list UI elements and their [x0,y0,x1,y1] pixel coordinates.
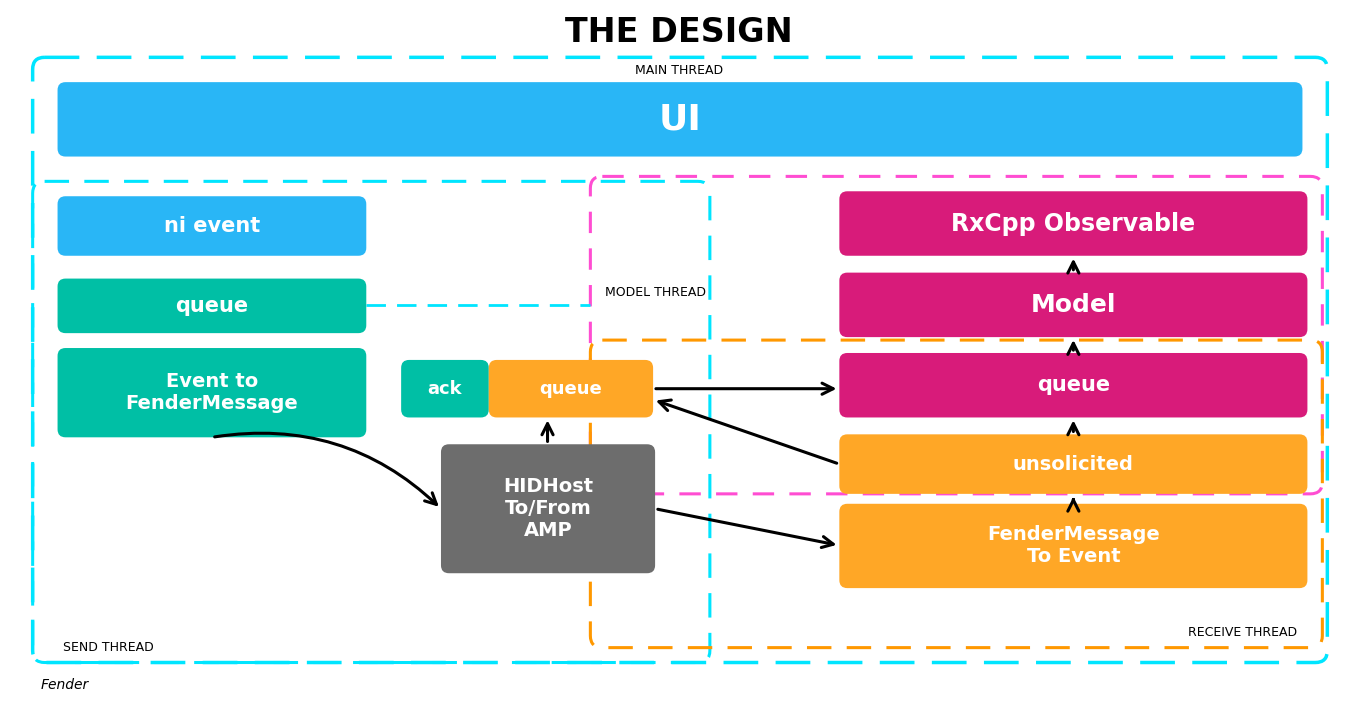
Text: queue: queue [175,296,249,316]
FancyBboxPatch shape [401,360,489,418]
Text: SEND THREAD: SEND THREAD [62,641,153,654]
Text: queue: queue [539,380,603,398]
Text: ack: ack [428,380,462,398]
Text: MODEL THREAD: MODEL THREAD [606,286,706,299]
Text: ni event: ni event [164,216,259,236]
Text: RECEIVE THREAD: RECEIVE THREAD [1188,626,1297,640]
Text: RxCpp Observable: RxCpp Observable [952,211,1195,235]
Text: UI: UI [659,102,702,136]
FancyBboxPatch shape [839,353,1308,418]
Text: Fender: Fender [41,678,88,692]
FancyBboxPatch shape [57,82,1302,157]
Text: Event to
FenderMessage: Event to FenderMessage [125,372,299,413]
FancyBboxPatch shape [57,348,367,437]
Text: FenderMessage
To Event: FenderMessage To Event [987,525,1160,567]
FancyBboxPatch shape [839,504,1308,588]
FancyBboxPatch shape [839,435,1308,494]
FancyBboxPatch shape [839,272,1308,337]
FancyBboxPatch shape [57,197,367,256]
Text: Model: Model [1031,293,1116,317]
Text: unsolicited: unsolicited [1013,455,1134,474]
Text: HIDHost
To/From
AMP: HIDHost To/From AMP [502,477,593,541]
Text: queue: queue [1036,376,1109,395]
Text: THE DESIGN: THE DESIGN [565,16,793,49]
FancyBboxPatch shape [441,444,655,574]
FancyBboxPatch shape [57,279,367,333]
Text: MAIN THREAD: MAIN THREAD [636,64,722,77]
FancyBboxPatch shape [489,360,653,418]
FancyBboxPatch shape [839,191,1308,256]
